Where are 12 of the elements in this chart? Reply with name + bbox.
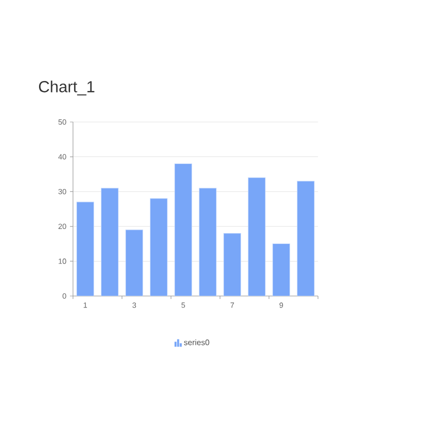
bar xyxy=(198,188,217,296)
bar xyxy=(150,198,168,296)
chart-title: Chart_1 xyxy=(39,80,94,96)
legend-label: series0 xyxy=(184,339,210,346)
bar xyxy=(174,164,192,296)
bar xyxy=(100,188,119,296)
bar xyxy=(125,230,144,296)
bar xyxy=(223,233,242,296)
bar xyxy=(248,177,266,296)
bar xyxy=(76,202,94,296)
bar xyxy=(272,244,290,296)
bar xyxy=(296,180,315,296)
